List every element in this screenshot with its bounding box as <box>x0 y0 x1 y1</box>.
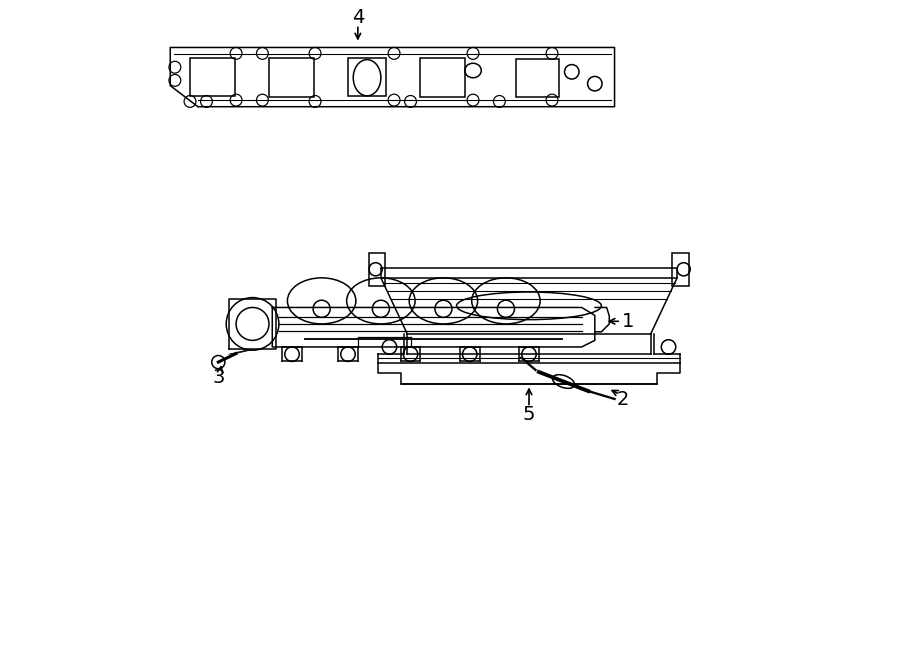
Bar <box>369 253 385 286</box>
Bar <box>516 59 559 97</box>
Bar <box>190 58 235 96</box>
Text: 5: 5 <box>523 405 536 424</box>
Text: 4: 4 <box>352 9 364 27</box>
Text: 3: 3 <box>212 368 224 387</box>
Bar <box>672 253 688 286</box>
Bar <box>348 58 386 96</box>
Bar <box>420 58 465 97</box>
Text: 1: 1 <box>622 312 634 330</box>
Bar <box>269 58 314 97</box>
Text: 2: 2 <box>616 390 628 409</box>
